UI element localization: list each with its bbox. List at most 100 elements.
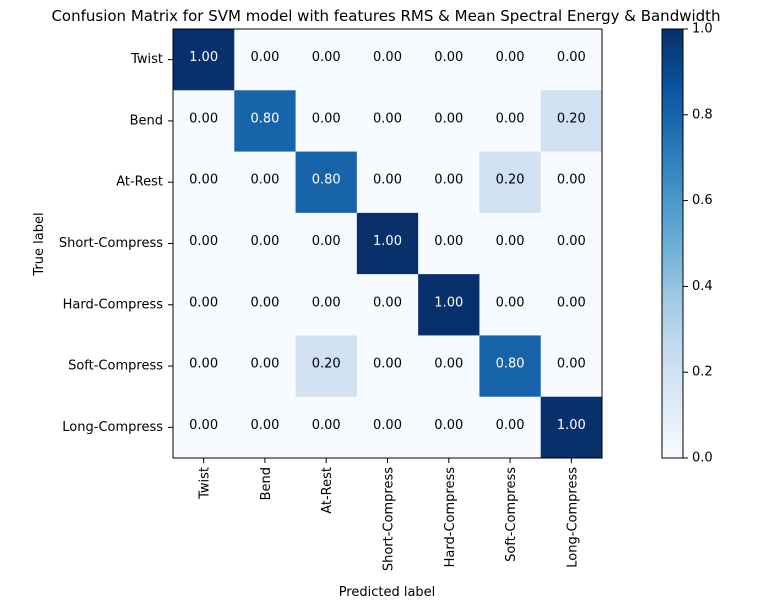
- y-tick-label: Twist: [130, 52, 163, 67]
- colorbar-tick-label: 0.0: [692, 451, 713, 466]
- heatmap-cell: [540, 335, 603, 398]
- colorbar: 0.0 0.2 0.4 0.6 0.8 1.0: [661, 22, 713, 466]
- colorbar-ticks: 0.0 0.2 0.4 0.6 0.8 1.0: [683, 22, 713, 466]
- cell-value-label: 0.00: [557, 234, 586, 249]
- x-tick-label: At-Rest: [320, 467, 335, 514]
- cell-value-label: 0.00: [496, 50, 525, 65]
- heatmap-cell: [418, 151, 480, 214]
- cell-value-label: 0.00: [312, 111, 341, 126]
- heatmap-cell: [356, 274, 419, 336]
- x-tick-label: Twist: [198, 467, 213, 500]
- heatmap-cell: [356, 335, 419, 398]
- heatmap-cell: [173, 151, 235, 214]
- y-axis-label: True label: [32, 212, 47, 276]
- heatmap-cell: [540, 151, 603, 214]
- cell-value-label: 0.00: [312, 234, 341, 249]
- cell-value-label: 0.00: [434, 357, 463, 372]
- x-axis: Twist Bend At-Rest Short-Compress Hard-Compr…: [198, 458, 580, 571]
- heatmap-cell: [234, 151, 297, 214]
- heatmap-cell: [234, 90, 297, 153]
- y-tick-label: Bend: [130, 113, 163, 128]
- heatmap-cell: [295, 335, 358, 398]
- colorbar-gradient: [661, 28, 684, 459]
- heatmap-cells: [173, 29, 603, 459]
- heatmap-cell: [356, 396, 419, 459]
- heatmap-cell: [479, 396, 542, 459]
- heatmap-cell-labels: 1.00 0.00 0.00 0.00 0.00 0.00 0.00 0.00 0.80 0.00…: [189, 50, 586, 433]
- cell-value-label: 0.00: [312, 295, 341, 310]
- heatmap-cell: [173, 335, 235, 398]
- cell-value-label: 0.00: [189, 173, 218, 188]
- heatmap-cell: [479, 151, 542, 214]
- cell-value-label: 0.00: [496, 418, 525, 433]
- heatmap-cell: [479, 274, 542, 336]
- heatmap-cell: [295, 90, 358, 153]
- y-axis: Twist Bend At-Rest Short-Compress Hard-Compr…: [59, 52, 173, 435]
- cell-value-label: 0.00: [189, 295, 218, 310]
- heatmap-cell: [540, 274, 603, 336]
- cell-value-label: 1.00: [434, 295, 463, 310]
- cell-value-label: 0.00: [373, 418, 402, 433]
- cell-value-label: 0.00: [250, 173, 279, 188]
- cell-value-label: 0.00: [373, 111, 402, 126]
- heatmap-cell: [418, 29, 480, 91]
- cell-value-label: 0.80: [312, 173, 341, 188]
- heatmap-cell: [173, 90, 235, 153]
- y-tick-label: Hard-Compress: [63, 297, 164, 312]
- x-tick-label: Hard-Compress: [443, 467, 458, 568]
- heatmap-cell: [479, 29, 542, 91]
- cell-value-label: 0.00: [373, 173, 402, 188]
- heatmap-cell: [418, 335, 480, 398]
- cell-value-label: 0.00: [250, 418, 279, 433]
- heatmap-cell: [479, 335, 542, 398]
- cell-value-label: 0.00: [557, 357, 586, 372]
- cell-value-label: 0.00: [312, 50, 341, 65]
- x-tick-label: Bend: [259, 467, 274, 500]
- cell-value-label: 0.00: [434, 173, 463, 188]
- heatmap-cell: [418, 90, 480, 153]
- heatmap-cell: [540, 29, 603, 91]
- cell-value-label: 0.00: [189, 357, 218, 372]
- chart-title: Confusion Matrix for SVM model with feat…: [51, 7, 720, 25]
- cell-value-label: 0.00: [496, 234, 525, 249]
- y-tick-label: At-Rest: [116, 175, 163, 190]
- cell-value-label: 0.00: [557, 173, 586, 188]
- cell-value-label: 1.00: [557, 418, 586, 433]
- heatmap-cell: [418, 212, 480, 275]
- heatmap-cell: [295, 212, 358, 275]
- cell-value-label: 0.00: [250, 357, 279, 372]
- cell-value-label: 0.20: [496, 173, 525, 188]
- heatmap-cell: [418, 274, 480, 336]
- heatmap-cell: [234, 396, 297, 459]
- heatmap-cell: [234, 29, 297, 91]
- cell-value-label: 0.00: [496, 295, 525, 310]
- cell-value-label: 1.00: [373, 234, 402, 249]
- x-tick-label: Short-Compress: [382, 467, 397, 571]
- heatmap-cell: [540, 212, 603, 275]
- cell-value-label: 0.00: [557, 295, 586, 310]
- heatmap-cell: [234, 212, 297, 275]
- heatmap-cell: [418, 396, 480, 459]
- cell-value-label: 0.00: [496, 111, 525, 126]
- colorbar-tick-label: 0.4: [692, 279, 713, 294]
- cell-value-label: 1.00: [189, 50, 218, 65]
- heatmap-cell: [234, 274, 297, 336]
- heatmap-cell: [234, 335, 297, 398]
- cell-value-label: 0.00: [434, 234, 463, 249]
- cell-value-label: 0.00: [189, 111, 218, 126]
- cell-value-label: 0.00: [557, 50, 586, 65]
- heatmap-cell: [173, 396, 235, 459]
- cell-value-label: 0.00: [434, 50, 463, 65]
- heatmap-cell: [356, 151, 419, 214]
- heatmap-cell: [295, 29, 358, 91]
- cell-value-label: 0.80: [250, 111, 279, 126]
- cell-value-label: 0.00: [189, 234, 218, 249]
- colorbar-tick-label: 1.0: [692, 22, 713, 37]
- cell-value-label: 0.80: [496, 357, 525, 372]
- x-tick-label: Soft-Compress: [504, 467, 519, 562]
- heatmap-cell: [540, 90, 603, 153]
- heatmap-cell: [540, 396, 603, 459]
- cell-value-label: 0.20: [312, 357, 341, 372]
- cell-value-label: 0.00: [189, 418, 218, 433]
